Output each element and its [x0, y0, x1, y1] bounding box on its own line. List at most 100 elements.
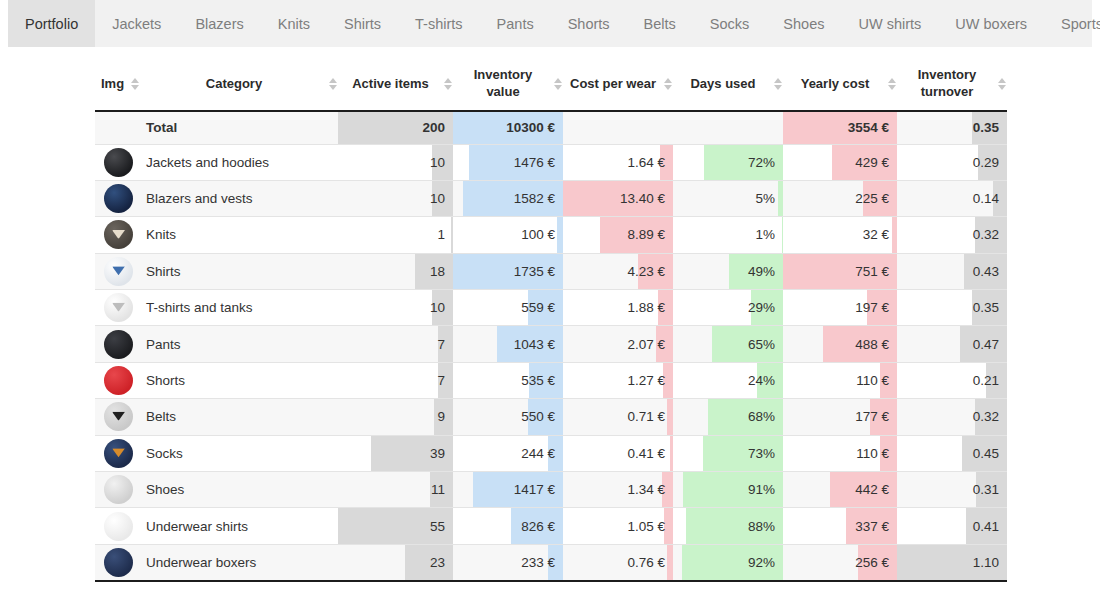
total-row: Total20010300 €3554 €0.35 — [95, 111, 1007, 144]
cell-turnover: 0.47 — [897, 326, 1007, 362]
cell-cost: 8.89 € — [563, 217, 673, 253]
tab-belts[interactable]: Belts — [627, 0, 693, 47]
cell-value: 92% — [748, 555, 783, 570]
cell-days: 29% — [673, 290, 783, 326]
table-row: Socks39244 €0.41 €73%110 €0.45 — [95, 435, 1007, 471]
sort-arrows-icon — [998, 78, 1006, 90]
cell-value: 29% — [748, 300, 783, 315]
cell-turnover: 0.43 — [897, 253, 1007, 289]
column-header-turnover[interactable]: Inventory turnover — [897, 58, 1007, 111]
cell-value: 1 — [437, 227, 453, 242]
cell-yearly: 32 € — [783, 217, 897, 253]
category-label: Jackets and hoodies — [146, 155, 269, 170]
category-label: Underwear boxers — [146, 555, 256, 570]
cell-inventory: 233 € — [453, 544, 563, 580]
category-label: Belts — [146, 409, 176, 424]
cell-value: 225 € — [855, 191, 897, 206]
column-label: Img — [101, 76, 124, 91]
tab-shorts[interactable]: Shorts — [551, 0, 627, 47]
tab-t-shirts[interactable]: T-shirts — [398, 0, 480, 47]
cell-value: 3554 € — [848, 120, 897, 135]
cell-value: 1.88 € — [627, 300, 673, 315]
tab-uw-shirts[interactable]: UW shirts — [841, 0, 938, 47]
thumbnail-accent — [112, 448, 125, 457]
tab-sportswear[interactable]: Sportswear — [1044, 0, 1100, 47]
cell-cost: 1.05 € — [563, 508, 673, 544]
cell-value: 100 € — [521, 227, 563, 242]
cell-value: 2.07 € — [627, 337, 673, 352]
item-image-cell — [95, 508, 140, 544]
category-cell: Total — [140, 111, 338, 144]
cell-value: 4.23 € — [627, 264, 673, 279]
tab-jackets[interactable]: Jackets — [95, 0, 178, 47]
cell-active: 200 — [338, 111, 453, 144]
cell-cost: 0.71 € — [563, 399, 673, 435]
category-cell: Underwear shirts — [140, 508, 338, 544]
tab-blazers[interactable]: Blazers — [178, 0, 260, 47]
column-header-category[interactable]: Category — [140, 58, 338, 111]
sort-arrows-icon — [444, 78, 452, 90]
cell-turnover: 0.45 — [897, 435, 1007, 471]
cell-value: 177 € — [855, 409, 897, 424]
cell-yearly: 177 € — [783, 399, 897, 435]
category-cell: T-shirts and tanks — [140, 290, 338, 326]
tab-pants[interactable]: Pants — [480, 0, 551, 47]
tab-uw-boxers[interactable]: UW boxers — [938, 0, 1044, 47]
cell-value: 1417 € — [514, 482, 563, 497]
cell-value: 10 — [430, 300, 453, 315]
cell-value: 0.71 € — [627, 409, 673, 424]
sort-arrows-icon — [554, 78, 562, 90]
column-label: Inventory value — [474, 67, 533, 99]
pants-thumbnail-icon — [104, 330, 133, 359]
cell-days: 73% — [673, 435, 783, 471]
column-header-img[interactable]: Img — [95, 58, 140, 111]
cell-days: 49% — [673, 253, 783, 289]
cell-inventory: 100 € — [453, 217, 563, 253]
cell-yearly: 225 € — [783, 180, 897, 216]
cell-value: 0.21 — [973, 373, 1007, 388]
table-row: Underwear boxers23233 €0.76 €92%256 €1.1… — [95, 544, 1007, 580]
table-row: Pants71043 €2.07 €65%488 €0.47 — [95, 326, 1007, 362]
cell-value: 1.34 € — [627, 482, 673, 497]
cell-turnover: 0.21 — [897, 362, 1007, 398]
column-header-cost[interactable]: Cost per wear — [563, 58, 673, 111]
item-image-cell — [95, 472, 140, 508]
item-image-cell — [95, 544, 140, 580]
tab-shoes[interactable]: Shoes — [766, 0, 841, 47]
table-row: Shorts7535 €1.27 €24%110 €0.21 — [95, 362, 1007, 398]
column-header-days[interactable]: Days used — [673, 58, 783, 111]
cell-cost: 0.76 € — [563, 544, 673, 580]
sort-arrows-icon — [664, 78, 672, 90]
cell-cost: 0.41 € — [563, 435, 673, 471]
column-label: Yearly cost — [801, 76, 870, 91]
tab-portfolio[interactable]: Portfolio — [8, 0, 95, 47]
cell-cost: 1.88 € — [563, 290, 673, 326]
tab-socks[interactable]: Socks — [693, 0, 767, 47]
item-image-cell — [95, 144, 140, 180]
cell-inventory: 826 € — [453, 508, 563, 544]
cell-inventory: 244 € — [453, 435, 563, 471]
column-header-inventory[interactable]: Inventory value — [453, 58, 563, 111]
cell-cost — [563, 111, 673, 144]
category-cell: Shoes — [140, 472, 338, 508]
thumbnail-accent — [112, 230, 125, 239]
sort-arrows-icon — [329, 78, 337, 90]
cell-inventory: 10300 € — [453, 111, 563, 144]
cell-value: 68% — [748, 409, 783, 424]
tab-shirts[interactable]: Shirts — [327, 0, 398, 47]
item-image-cell — [95, 435, 140, 471]
cell-value: 1735 € — [514, 264, 563, 279]
cell-turnover: 0.32 — [897, 217, 1007, 253]
cell-value: 65% — [748, 337, 783, 352]
category-cell: Shorts — [140, 362, 338, 398]
tab-knits[interactable]: Knits — [261, 0, 327, 47]
column-header-active[interactable]: Active items — [338, 58, 453, 111]
cell-value: 429 € — [855, 155, 897, 170]
cell-value: 1.27 € — [627, 373, 673, 388]
cell-value: 73% — [748, 446, 783, 461]
category-cell: Socks — [140, 435, 338, 471]
column-header-yearly[interactable]: Yearly cost — [783, 58, 897, 111]
boxers-thumbnail-icon — [104, 548, 133, 577]
table-row: Blazers and vests101582 €13.40 €5%225 €0… — [95, 180, 1007, 216]
cell-value: 5% — [755, 191, 783, 206]
